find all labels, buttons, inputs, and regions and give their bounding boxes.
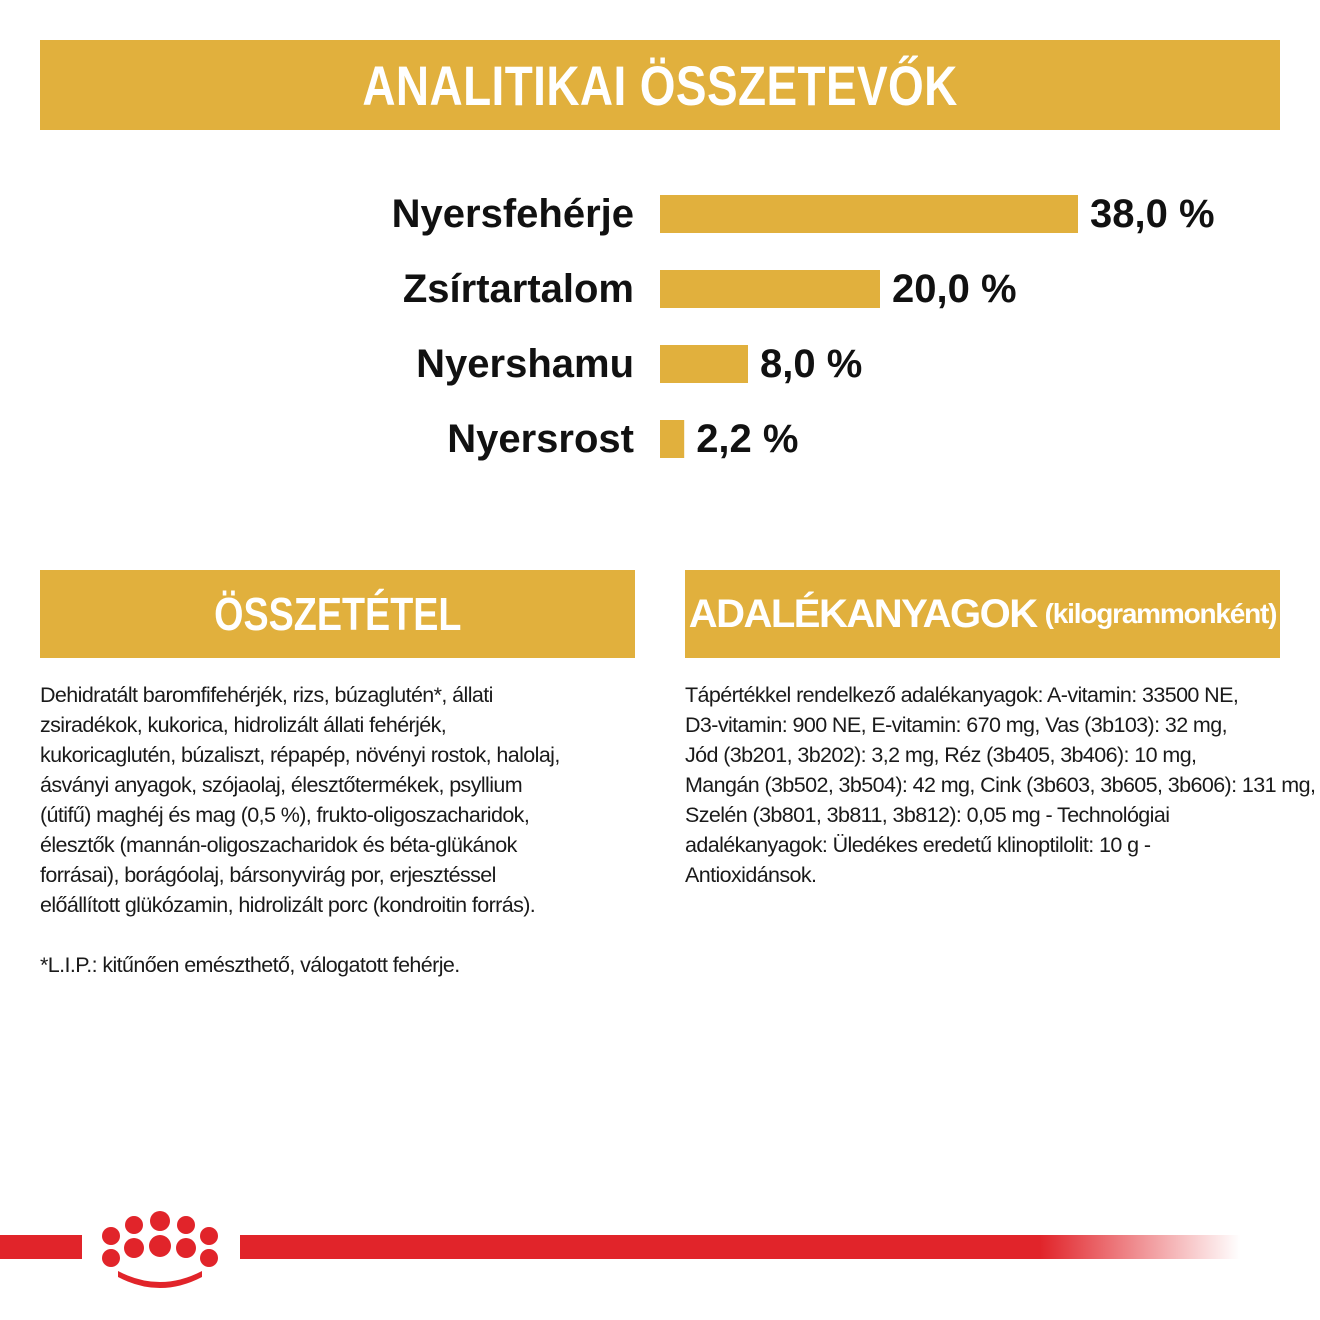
composition-line: előállított glükózamin, hidrolizált porc… [40, 893, 536, 917]
composition-title: ÖSSZETÉTEL [213, 588, 462, 640]
bar [660, 345, 748, 383]
additives-line: adalékanyagok: Üledékes eredetű klinopti… [685, 833, 1151, 857]
value-label: 20,0 % [892, 267, 1017, 311]
composition-line: ásványi anyagok, szójaolaj, élesztőtermé… [40, 773, 523, 797]
category-label: Nyershamu [416, 342, 634, 386]
analytical-constituents-banner: ANALITIKAI ÖSSZETEVŐK [40, 40, 1280, 130]
category-label: Zsírtartalom [403, 267, 634, 311]
composition-line: forrásai), borágóolaj, bársonyvirág por,… [40, 863, 496, 887]
additives-text: Tápértékkel rendelkező adalékanyagok: A-… [685, 680, 1316, 890]
composition-note: *L.I.P.: kitűnően emészthető, válogatott… [40, 953, 460, 977]
brand-footer [0, 1211, 1240, 1288]
category-label: Nyersfehérje [392, 192, 634, 236]
analytical-bar-chart: Nyersfehérje 38,0 % Zsírtartalom 20,0 % Nyer… [392, 192, 1215, 461]
additives-line: Jód (3b201, 3b202): 3,2 mg, Réz (3b405, … [685, 743, 1197, 767]
value-label: 38,0 % [1090, 192, 1215, 236]
composition-line: élesztők (mannán-oligoszacharidok és bét… [40, 833, 517, 857]
analytical-constituents-title: ANALITIKAI ÖSSZETEVŐK [362, 53, 958, 117]
composition-text: Dehidratált baromfifehérjék, rizs, búzag… [40, 680, 640, 920]
value-label: 2,2 % [696, 417, 798, 461]
additives-line: Tápértékkel rendelkező adalékanyagok: A-… [685, 683, 1239, 707]
additives-title: ADALÉKANYAGOK [688, 591, 1038, 636]
additives-line: D3-vitamin: 900 NE, E-vitamin: 670 mg, V… [685, 713, 1228, 737]
composition-banner: ÖSSZETÉTEL [40, 570, 635, 658]
composition-footnote: *L.I.P.: kitűnően emészthető, válogatott… [40, 950, 640, 980]
category-label: Nyersrost [447, 417, 634, 461]
red-stripe-left [0, 1235, 82, 1259]
bar [660, 270, 880, 308]
value-label: 8,0 % [760, 342, 862, 386]
additives-line: Mangán (3b502, 3b504): 42 mg, Cink (3b60… [685, 773, 1316, 797]
composition-line: (útifű) maghéj és mag (0,5 %), frukto-ol… [40, 803, 530, 827]
composition-line: zsiradékok, kukorica, hidrolizált állati… [40, 713, 447, 737]
bar [660, 420, 685, 458]
composition-line: Dehidratált baromfifehérjék, rizs, búzag… [40, 683, 493, 707]
additives-line: Antioxidánsok. [685, 863, 817, 887]
additives-subtitle: (kilogrammonként) [1044, 598, 1278, 629]
bar [660, 195, 1078, 233]
royal-canin-crown-icon [102, 1211, 218, 1288]
composition-line: kukoricaglutén, búzaliszt, répapép, növé… [40, 743, 560, 767]
red-stripe-right [240, 1235, 1240, 1259]
additives-line: Szelén (3b801, 3b811, 3b812): 0,05 mg - … [685, 803, 1170, 827]
additives-banner: ADALÉKANYAGOK (kilogrammonként) [685, 570, 1280, 658]
